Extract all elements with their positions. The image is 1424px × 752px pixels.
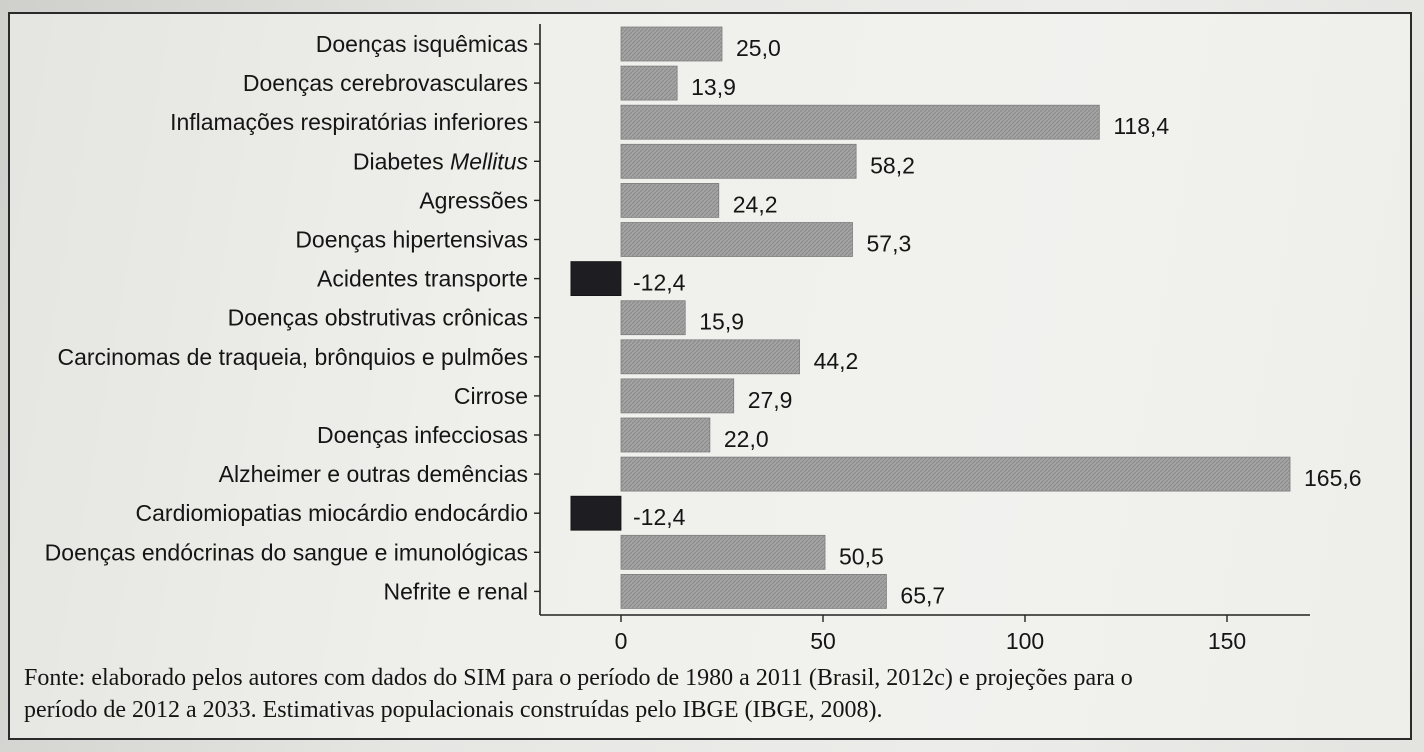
category-label: Acidentes transporte xyxy=(317,266,528,292)
category-label: Alzheimer e outras demências xyxy=(219,461,528,487)
category-label: Cardiomiopatias miocárdio endocárdio xyxy=(136,500,528,526)
value-label: 44,2 xyxy=(814,348,859,374)
category-label: Inflamações respiratórias inferiores xyxy=(170,109,528,135)
value-label: 58,2 xyxy=(870,152,915,178)
value-label: 165,6 xyxy=(1304,465,1362,491)
bar xyxy=(620,456,1291,492)
category-label: Doenças obstrutivas crônicas xyxy=(228,305,528,331)
value-label: 24,2 xyxy=(733,191,778,217)
value-label: 22,0 xyxy=(724,426,769,452)
x-tick-label: 100 xyxy=(1006,628,1044,654)
value-label: 65,7 xyxy=(900,582,945,608)
figure-caption: Fonte: elaborado pelos autores com dados… xyxy=(24,662,1414,726)
category-label: Doenças endócrinas do sangue e imunológi… xyxy=(45,539,528,565)
value-label: -12,4 xyxy=(633,270,686,296)
category-label: Doenças hipertensivas xyxy=(295,227,528,253)
value-label: 13,9 xyxy=(691,74,736,100)
bar xyxy=(620,574,887,609)
bar xyxy=(620,65,678,101)
bar xyxy=(620,300,686,336)
category-label: Diabetes Mellitus xyxy=(353,148,529,174)
caption-line-1: Fonte: elaborado pelos autores com dados… xyxy=(24,665,1133,691)
category-label: Cirrose xyxy=(454,383,528,409)
x-tick-label: 150 xyxy=(1208,628,1246,654)
bar xyxy=(570,495,622,531)
bar xyxy=(620,26,723,62)
category-label: Doenças isquêmicas xyxy=(316,31,528,57)
category-label: Doenças infecciosas xyxy=(317,422,528,448)
bar xyxy=(620,222,853,257)
value-label: 27,9 xyxy=(748,387,793,413)
value-label: -12,4 xyxy=(633,504,686,530)
category-label: Doenças cerebrovasculares xyxy=(243,70,528,96)
value-label: 25,0 xyxy=(736,35,781,61)
x-tick-label: 50 xyxy=(810,628,836,654)
value-label: 118,4 xyxy=(1113,113,1169,139)
bar xyxy=(570,261,622,297)
value-label: 50,5 xyxy=(839,543,884,569)
chart-axes: 0 50 100 150 xyxy=(534,24,1310,654)
value-label: 57,3 xyxy=(866,231,911,257)
chart-labels: Doenças isquêmicas 25,0 Doenças cerebrovas… xyxy=(45,31,1362,608)
value-label: 15,9 xyxy=(699,309,744,335)
bar xyxy=(620,143,857,179)
category-label: Nefrite e renal xyxy=(384,578,528,604)
caption-line-2: período de 2012 a 2033. Estimativas popu… xyxy=(24,697,883,723)
chart-bars xyxy=(570,26,1291,609)
bar xyxy=(620,378,735,414)
bar xyxy=(620,182,720,218)
category-label: Carcinomas de traqueia, brônquios e pulm… xyxy=(58,344,529,370)
bar xyxy=(620,534,826,570)
bar xyxy=(620,104,1100,140)
bar xyxy=(620,417,711,453)
x-tick-label: 0 xyxy=(615,628,628,654)
category-label: Agressões xyxy=(419,187,528,213)
bar xyxy=(620,339,800,375)
